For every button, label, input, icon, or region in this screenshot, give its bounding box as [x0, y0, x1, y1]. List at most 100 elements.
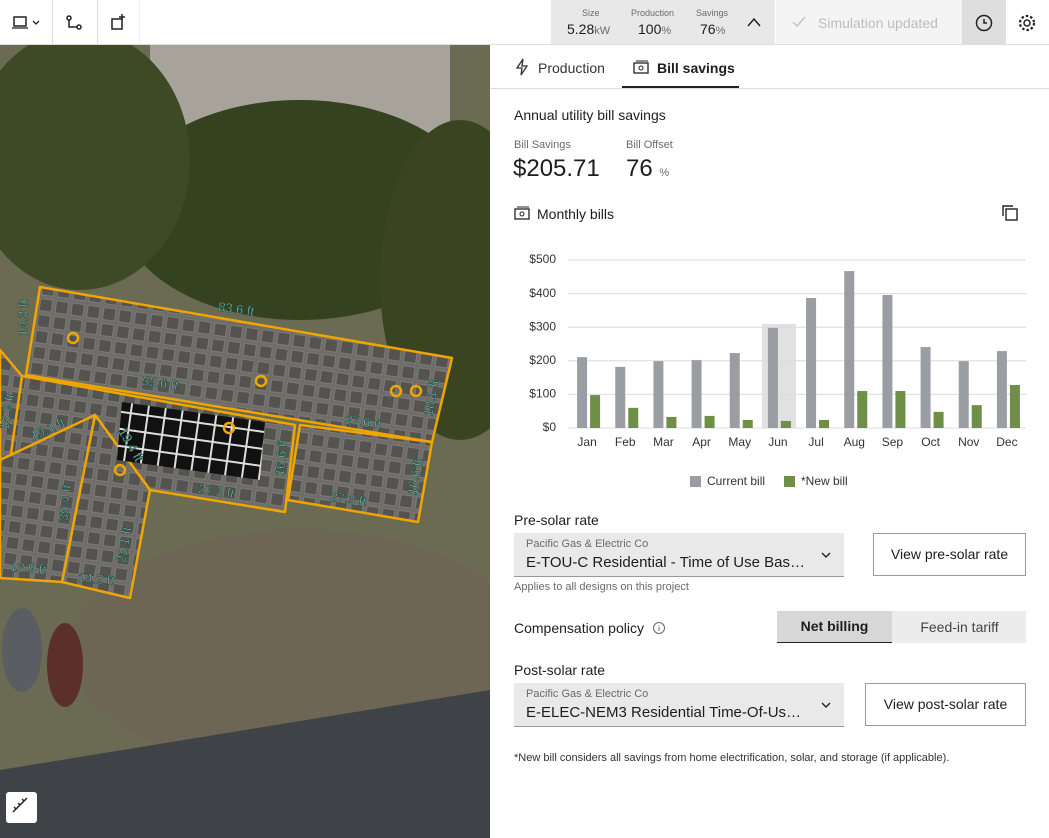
- tab-bar: [490, 45, 1049, 89]
- status-text: Simulation updated: [818, 15, 938, 31]
- button[interactable]: View pre-solar rate: [873, 533, 1026, 576]
- footnote: *New bill considers all savings from hom…: [514, 752, 950, 764]
- tab-active[interactable]: Bill savings: [657, 60, 735, 76]
- stat-number: 5.28: [567, 21, 595, 37]
- bar: [577, 357, 588, 428]
- bar: [615, 366, 626, 428]
- metric-unit: %: [659, 167, 670, 179]
- bar: [958, 361, 969, 428]
- metric-label: Bill Savings: [514, 139, 571, 151]
- y-tick-label: $300: [529, 319, 556, 333]
- stats-panel[interactable]: [551, 0, 775, 44]
- map-label: 35.4 ft: [56, 484, 74, 522]
- section-title: Annual utility bill savings: [514, 107, 666, 123]
- stat-value: 100%: [638, 21, 671, 37]
- info-icon[interactable]: [652, 621, 666, 635]
- bill-icon: [514, 206, 530, 220]
- map-label: 22.1 ft: [113, 525, 134, 564]
- helper-text: Applies to all designs on this project: [514, 581, 689, 593]
- bar: [857, 391, 868, 428]
- chevron: [821, 702, 831, 708]
- x-tick-label: Aug: [844, 435, 865, 449]
- hover-highlight: [762, 324, 796, 428]
- tab-underline: [622, 86, 739, 88]
- bar: [806, 297, 817, 428]
- bar: [1009, 384, 1020, 428]
- x-tick-label: Nov: [958, 435, 979, 449]
- map-label: 27.2 ft: [197, 481, 235, 501]
- x-tick-label: May: [728, 435, 751, 449]
- bill-icon: [633, 60, 649, 74]
- toolbar-tools: [12, 0, 140, 44]
- ruler-button[interactable]: [6, 792, 37, 823]
- section-title: Monthly bills: [537, 206, 615, 222]
- segment-selected[interactable]: Net billing: [777, 611, 892, 643]
- rate-dropdown[interactable]: [514, 533, 844, 577]
- add-button[interactable]: [111, 14, 125, 30]
- stat-label: Size: [582, 8, 600, 18]
- field-label: Pre-solar rate: [514, 512, 599, 528]
- draw-button[interactable]: [66, 15, 82, 30]
- stat-number: 76: [700, 21, 716, 37]
- metric-label: Bill Offset: [626, 139, 673, 151]
- bar: [971, 405, 982, 428]
- x-tick-label: Jul: [808, 435, 823, 449]
- bar: [895, 391, 906, 428]
- copy-button[interactable]: [1001, 204, 1019, 222]
- bar: [666, 416, 677, 428]
- stat-unit: %: [661, 25, 672, 37]
- y-tick-label: $500: [529, 252, 556, 266]
- map-label: 16.6 ft: [404, 457, 425, 496]
- bar: [920, 347, 931, 428]
- bar: [742, 419, 753, 428]
- chevron: [821, 552, 831, 558]
- utility-name: Pacific Gas & Electric Co: [526, 688, 649, 700]
- stat-unit: kW: [594, 25, 611, 37]
- map-label: 14.3 ft: [15, 300, 30, 337]
- bar: [590, 395, 601, 428]
- stat-label: Production: [631, 8, 675, 18]
- legend-label: *New bill: [801, 474, 848, 488]
- rate-dropdown[interactable]: [514, 683, 844, 727]
- stat-value: 76%: [700, 21, 725, 37]
- button[interactable]: View post-solar rate: [865, 683, 1026, 726]
- y-tick-label: $0: [543, 420, 557, 434]
- bar: [780, 420, 791, 428]
- bar: [844, 271, 855, 428]
- x-tick-label: Dec: [996, 435, 1017, 449]
- x-tick-label: Jun: [768, 435, 787, 449]
- utility-name: Pacific Gas & Electric Co: [526, 538, 649, 550]
- bar: [882, 294, 893, 428]
- bar: [996, 351, 1007, 428]
- field-label: Post-solar rate: [514, 662, 606, 678]
- bar: [767, 327, 778, 428]
- status-bar: [776, 0, 962, 44]
- settings-button[interactable]: [1017, 13, 1037, 33]
- field-label: Compensation policy: [514, 620, 644, 636]
- y-tick-label: $200: [529, 353, 556, 367]
- stat-number: 100: [638, 21, 662, 37]
- bar: [729, 353, 740, 428]
- history-icon: [975, 14, 993, 32]
- x-tick-label: Oct: [921, 435, 940, 449]
- metric-value: $205.71: [513, 155, 600, 182]
- bar: [819, 419, 830, 428]
- stat-label: Savings: [696, 8, 729, 18]
- stat-unit: %: [715, 25, 726, 37]
- tab[interactable]: Production: [538, 60, 605, 76]
- view-button[interactable]: [13, 16, 27, 27]
- x-tick-label: Sep: [882, 435, 904, 449]
- metric-number: 76: [626, 155, 653, 182]
- stat-value: 5.28kW: [567, 21, 610, 37]
- production-icon: [515, 58, 529, 76]
- collapse-icon[interactable]: [745, 15, 763, 29]
- legend-swatch: [690, 476, 701, 487]
- metric-value: 76 %: [626, 155, 669, 183]
- segment[interactable]: Feed-in tariff: [920, 619, 999, 635]
- map-label: 55.6 ft: [141, 373, 179, 393]
- legend-swatch: [784, 476, 795, 487]
- legend-label: Current bill: [707, 474, 765, 488]
- map-label: 83.6 ft: [217, 299, 255, 319]
- x-tick-label: Feb: [615, 435, 636, 449]
- bar: [704, 415, 715, 428]
